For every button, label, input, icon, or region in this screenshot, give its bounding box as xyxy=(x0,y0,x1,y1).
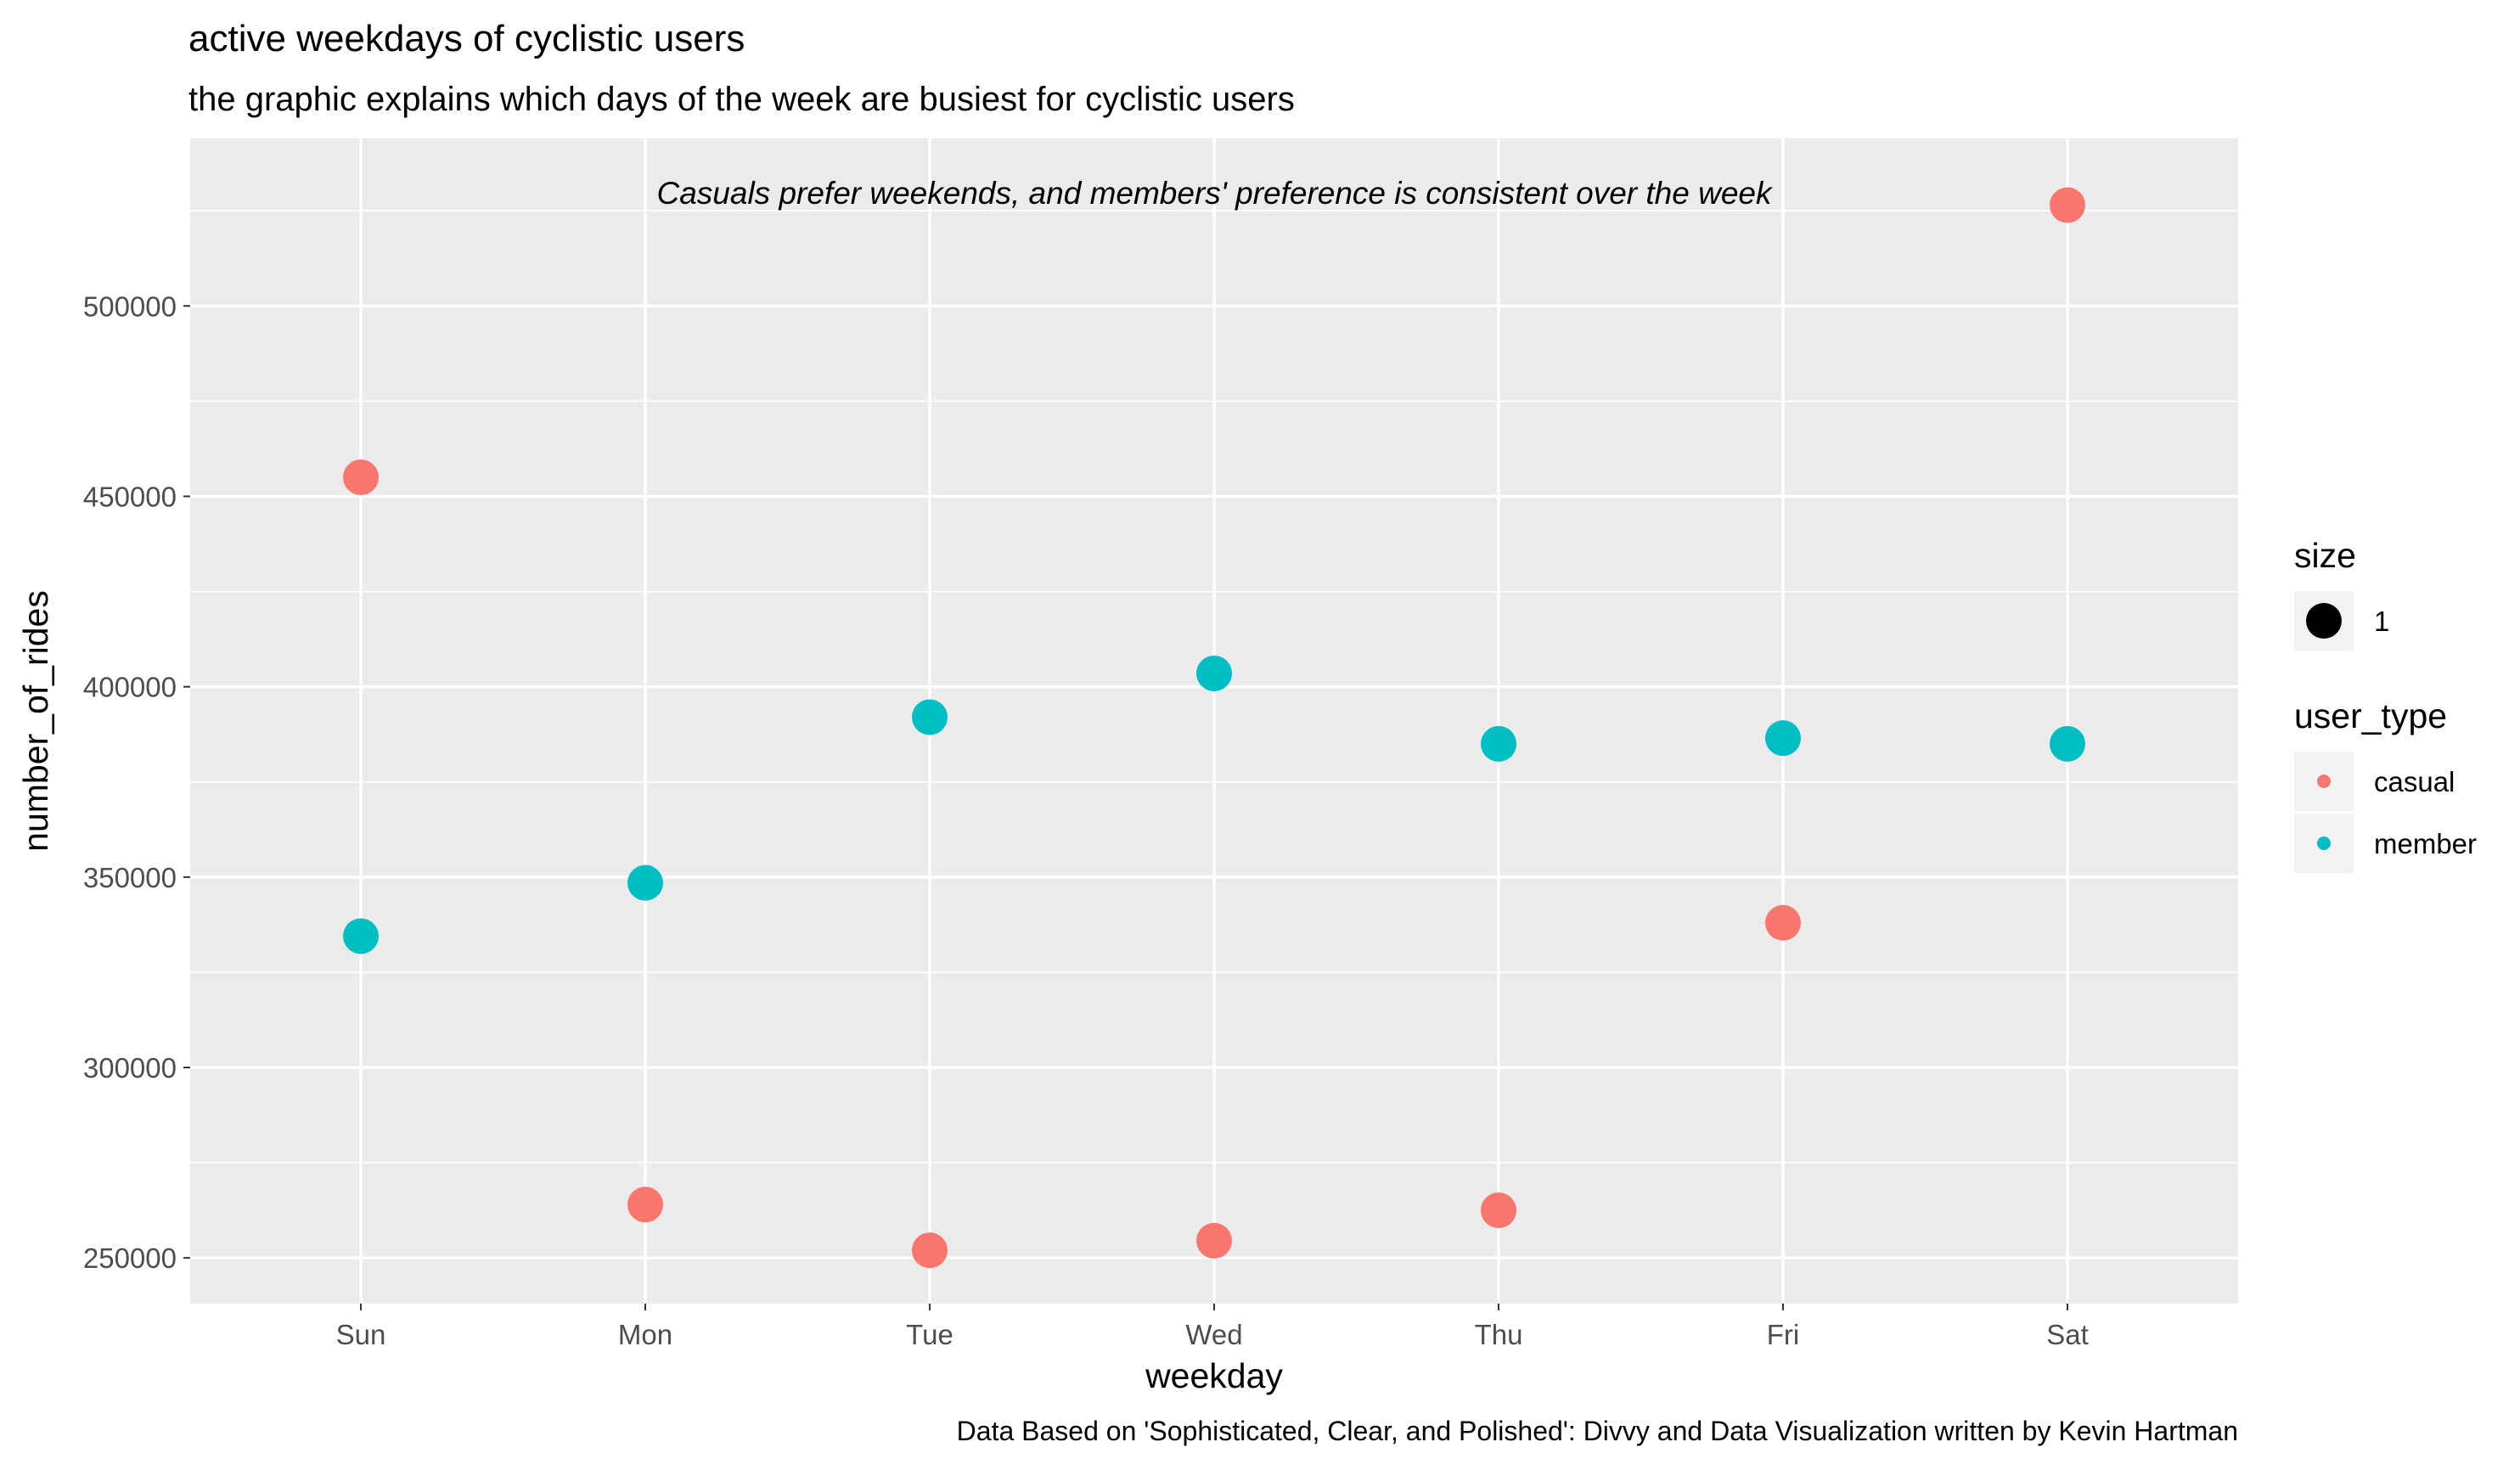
legend-label: member xyxy=(2374,828,2477,859)
legend-swatch-icon xyxy=(2306,603,2342,639)
y-tick-label: 350000 xyxy=(83,862,177,893)
chart-title: active weekdays of cyclistic users xyxy=(188,18,745,59)
data-point-member-tue xyxy=(912,699,948,735)
data-point-casual-wed xyxy=(1196,1223,1232,1259)
y-axis-title: number_of_rides xyxy=(16,590,55,852)
chart-subtitle: the graphic explains which days of the w… xyxy=(188,81,1295,118)
y-tick-label: 300000 xyxy=(83,1052,177,1084)
chart-caption: Data Based on 'Sophisticated, Clear, and… xyxy=(957,1416,2238,1446)
data-points xyxy=(343,187,2085,1269)
legend-title: size xyxy=(2294,536,2356,575)
data-point-casual-sat xyxy=(2050,187,2085,223)
chart-annotation: Casuals prefer weekends, and members' pr… xyxy=(657,176,1774,211)
data-point-member-thu xyxy=(1481,725,1516,762)
data-point-casual-fri xyxy=(1765,904,1801,941)
legend-label: 1 xyxy=(2374,606,2389,637)
x-tick-label: Mon xyxy=(618,1319,672,1350)
x-tick-label: Fri xyxy=(1767,1319,1799,1350)
y-tick-label: 250000 xyxy=(83,1242,177,1274)
data-point-member-sat xyxy=(2050,725,2085,762)
y-tick-label: 450000 xyxy=(83,481,177,512)
x-tick-label: Wed xyxy=(1185,1319,1242,1350)
data-point-casual-tue xyxy=(912,1232,948,1269)
x-tick-label: Sat xyxy=(2046,1319,2089,1350)
x-axis-title: weekday xyxy=(1145,1356,1283,1395)
x-tick-label: Tue xyxy=(906,1319,953,1350)
x-axis-ticks: Sun Mon Tue Wed Thu Fri Sat xyxy=(336,1304,2089,1350)
data-point-member-wed xyxy=(1196,655,1232,691)
legend-swatch-icon xyxy=(2317,837,2331,850)
data-point-member-mon xyxy=(627,865,663,901)
legend-swatch-icon xyxy=(2317,775,2331,788)
data-point-casual-sun xyxy=(343,459,379,496)
legend-label: casual xyxy=(2374,766,2455,797)
x-tick-label: Thu xyxy=(1475,1319,1523,1350)
data-point-casual-mon xyxy=(627,1186,663,1223)
legend-title: user_type xyxy=(2294,696,2447,735)
data-point-member-sun xyxy=(343,918,379,955)
y-tick-label: 500000 xyxy=(83,290,177,322)
y-axis-ticks: 250000 300000 350000 400000 450000 500000 xyxy=(83,290,190,1274)
data-point-member-fri xyxy=(1765,720,1801,757)
x-tick-label: Sun xyxy=(336,1319,386,1350)
y-tick-label: 400000 xyxy=(83,672,177,703)
data-point-casual-thu xyxy=(1481,1192,1516,1229)
